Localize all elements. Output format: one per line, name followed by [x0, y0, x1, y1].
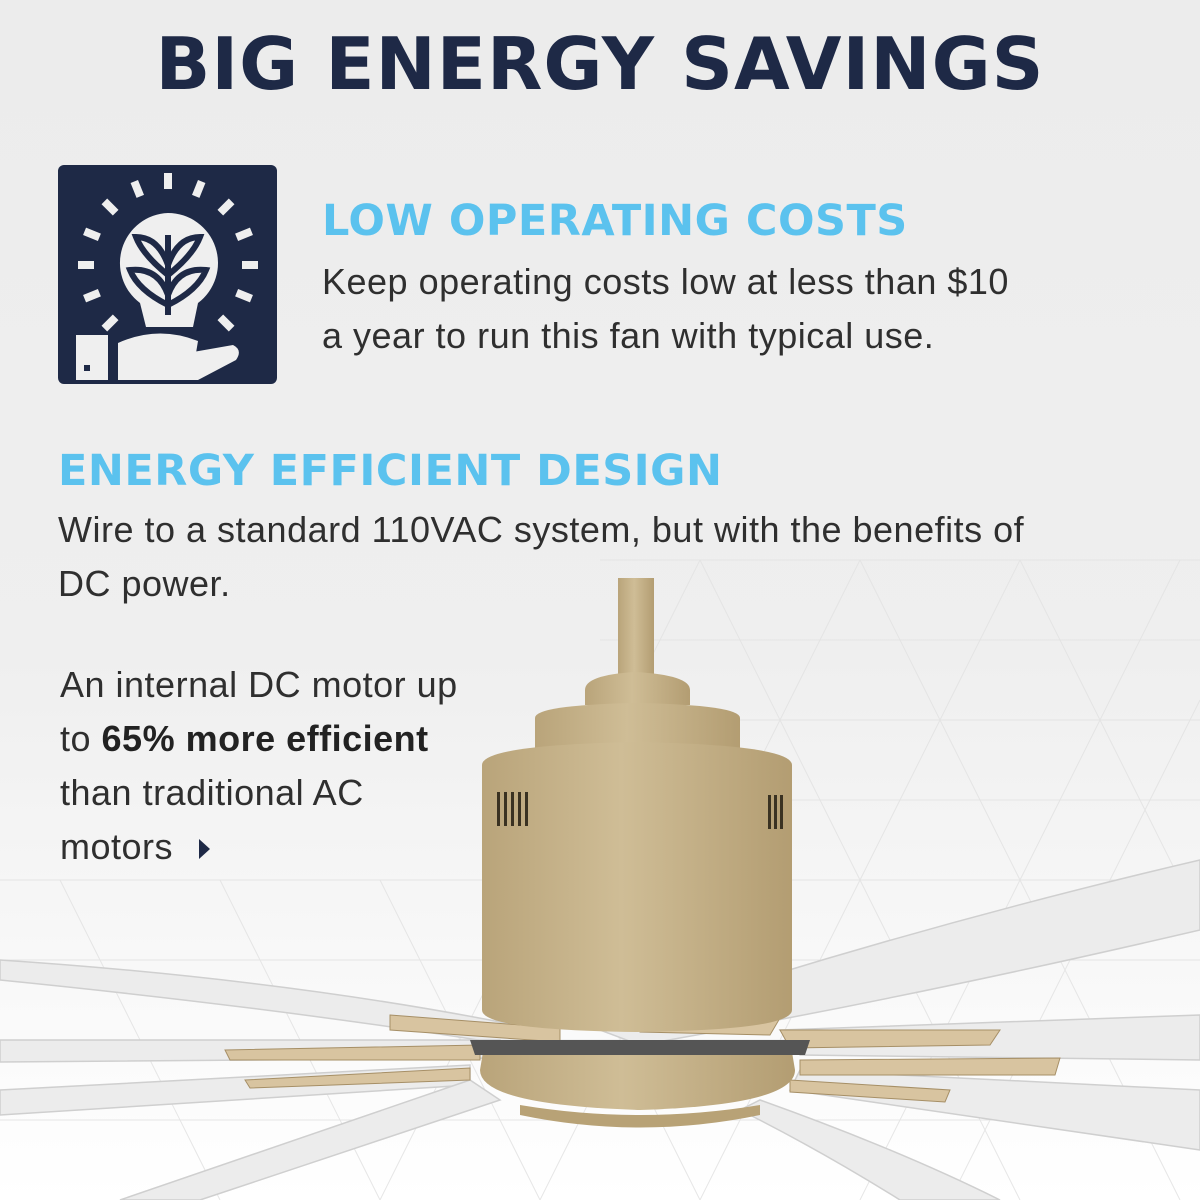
- text-line: to 65% more efficient: [60, 712, 458, 766]
- text-line: motors: [60, 826, 174, 867]
- energy-efficient-design-heading: ENERGY EFFICIENT DESIGN: [58, 446, 723, 496]
- lightbulb-plant-hand-icon: [58, 165, 277, 384]
- page-title: BIG ENERGY SAVINGS: [155, 22, 1045, 106]
- low-operating-costs-heading: LOW OPERATING COSTS: [322, 196, 908, 246]
- text-line: Wire to a standard 110VAC system, but wi…: [58, 509, 1025, 550]
- text-line: a year to run this fan with typical use.: [322, 315, 935, 356]
- text-line: An internal DC motor up: [60, 664, 458, 705]
- motor-efficiency-note: An internal DC motor up to 65% more effi…: [60, 658, 458, 874]
- text-line: Keep operating costs low at less than $1…: [322, 261, 1009, 302]
- efficiency-highlight: 65% more efficient: [101, 718, 429, 759]
- text-line: than traditional AC: [60, 772, 364, 813]
- text-prefix: to: [60, 718, 102, 759]
- motors-link[interactable]: motors: [60, 820, 458, 874]
- energy-efficient-design-text: Wire to a standard 110VAC system, but wi…: [58, 503, 1024, 611]
- text-line: DC power.: [58, 563, 231, 604]
- caret-right-icon: [199, 839, 211, 860]
- low-operating-costs-text: Keep operating costs low at less than $1…: [322, 255, 1009, 363]
